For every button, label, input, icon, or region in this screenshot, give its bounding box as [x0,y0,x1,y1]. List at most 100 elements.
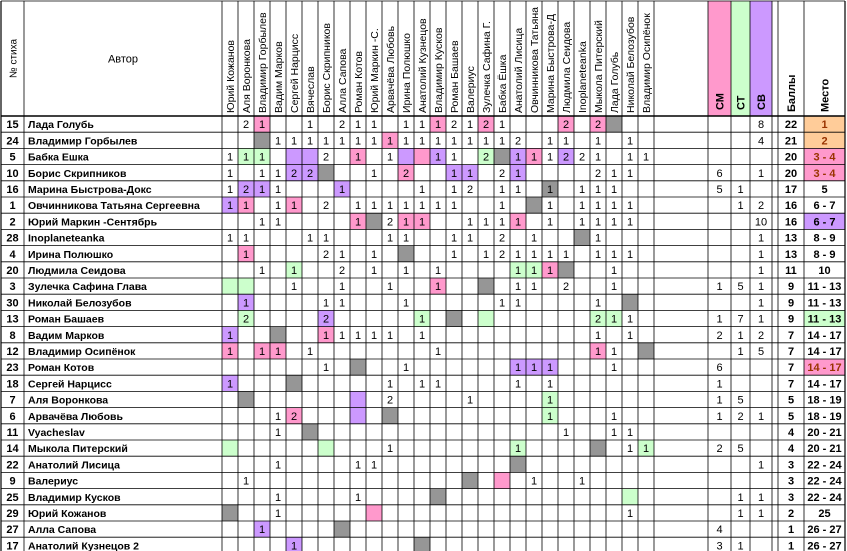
score-value: 4 [788,443,795,455]
voter-header: Анатолий Лисица [513,28,525,113]
place-highlight [804,132,845,149]
row-number: 15 [6,119,18,131]
score-value: 9 [788,297,794,309]
author-name: Владимир Горбылев [28,135,138,147]
place-value: 14 - 17 [807,346,841,358]
author-name: Людмила Сеидова [28,265,126,277]
vote-value: 1 [227,152,233,164]
vote-value: 1 [387,152,393,164]
table-row: 24 Владимир Горбылев 1 1 1 1 1 1 1 1 1 1 1 1 1 1 1 2 1 1 1 1 4… [6,135,827,147]
vote-value: 1 [499,119,505,131]
author-name: Николай Белозубов [28,297,132,309]
vote-value: 2 [563,119,569,131]
self-vote-cell [574,229,590,246]
self-vote-cell [382,407,398,424]
st-value: 1 [737,184,743,196]
vote-value: 1 [275,200,281,212]
highlight-cell [286,261,302,278]
place-highlight [804,164,845,181]
voter-header: Валериус [465,66,477,113]
highlight-cell [334,180,350,197]
row-number: 27 [6,524,18,536]
score-value: 3 [788,492,794,504]
highlight-cell [510,164,526,181]
vote-value: 1 [611,265,617,277]
voter-header: Николай Белозубов [625,16,637,113]
vote-value: 2 [451,119,457,131]
st-header: СТ [736,95,748,110]
place-value: 3 - 4 [813,152,836,164]
table-row: 13 Роман Башаев 2 2 1 2 1 1 1 7 1 9 11 - 13 [6,314,841,326]
st-value: 1 [737,330,743,342]
voter-header: Алла Сапова [337,48,349,113]
score-value: 9 [788,281,794,293]
vote-value: 1 [627,314,633,326]
table-row: 8 Вадим Марков 1 1 1 1 1 1 1 1 1 2 1 2 7 14 - 17 [9,330,841,342]
vote-value: 1 [611,281,617,293]
highlight-cell [430,278,446,295]
score-value: 13 [785,249,797,261]
vote-value: 1 [307,119,313,131]
vote-value: 1 [435,119,441,131]
vote-value: 1 [611,362,617,374]
table-row: 14 Мыкола Питерский 1 1 1 1 2 5 4 20 - 21 [6,443,841,455]
author-name: Роман Котов [28,362,95,374]
vote-value: 1 [419,216,425,228]
table-row: 17 Анатолий Кузнецов 2 1 3 1 1 26 - 27 [6,540,841,551]
score-value: 1 [788,540,794,551]
row-number: 5 [9,152,15,164]
highlight-cell [222,197,238,214]
vote-value: 1 [531,249,537,261]
place-value: 8 - 9 [813,249,835,261]
row-number: 6 [9,411,15,423]
vote-value: 2 [323,200,329,212]
vote-value: 1 [499,200,505,212]
vote-value: 1 [227,200,233,212]
highlight-cell [638,440,654,457]
highlight-cell [286,537,302,551]
highlight-cell [510,359,526,376]
sm-value: 5 [716,184,722,196]
highlight-cell [542,261,558,278]
vote-value: 1 [275,459,281,471]
table-row: 20 Людмила Сеидова 1 1 2 1 1 1 1 1 1 1 1 11 10 [6,265,830,277]
vote-value: 2 [563,281,569,293]
vote-value: 1 [387,233,393,245]
score-value: 9 [788,314,794,326]
row-number: 22 [6,459,18,471]
highlight-cell [478,148,494,165]
highlight-cell [318,310,334,327]
score-value: 7 [788,378,794,390]
vote-value: 1 [547,216,553,228]
vote-value: 1 [371,200,377,212]
row-number: 10 [6,168,18,180]
self-vote-cell [638,342,654,359]
vote-value: 1 [387,135,393,147]
voter-header: Роман Котов [353,51,365,113]
voter-header: Лада Голубь [609,51,621,113]
highlight-cell [494,472,510,489]
vote-value: 1 [515,281,521,293]
table-row: 28 Inoplaneteanka 1 1 1 1 1 1 1 1 2 1 1 1 13 8 - 9 [6,233,835,245]
vote-value: 1 [435,152,441,164]
place-value: 18 - 19 [807,395,841,407]
voter-header: Борис Скрипников [321,23,333,113]
vote-value: 1 [547,362,553,374]
self-vote-cell [270,326,286,343]
vote-value: 1 [291,540,297,551]
vote-value: 1 [275,216,281,228]
row-number: 18 [6,378,18,390]
vote-value: 1 [547,265,553,277]
highlight-cell [414,148,430,165]
self-vote-cell [510,456,526,473]
vote-value: 1 [387,200,393,212]
vote-value: 1 [419,330,425,342]
vote-value: 1 [419,184,425,196]
vote-value: 1 [483,216,489,228]
vote-value: 1 [563,249,569,261]
vote-value: 1 [515,378,521,390]
row-number: 14 [6,443,19,455]
sm-value: 1 [716,314,722,326]
vote-value: 1 [627,152,633,164]
